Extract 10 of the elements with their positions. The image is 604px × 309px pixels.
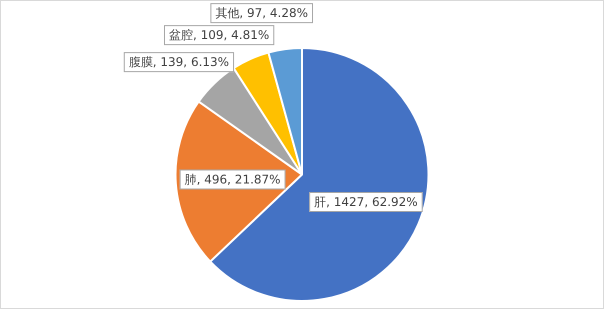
slice-label: 肝 xyxy=(314,195,326,210)
data-label: , 109, 4.81% xyxy=(192,28,270,42)
data-label: , 97, 4.28% xyxy=(239,6,308,20)
data-label: , 1427, 62.92% xyxy=(326,195,418,210)
data-label: , 496, 21.87% xyxy=(196,172,281,187)
slice-label: 盆腔 xyxy=(168,28,193,42)
slice-label: 腹膜 xyxy=(128,55,153,70)
slice-label: 肺 xyxy=(184,172,197,187)
slice-label: 其他 xyxy=(215,6,240,20)
data-label: , 139, 6.13% xyxy=(152,55,230,70)
